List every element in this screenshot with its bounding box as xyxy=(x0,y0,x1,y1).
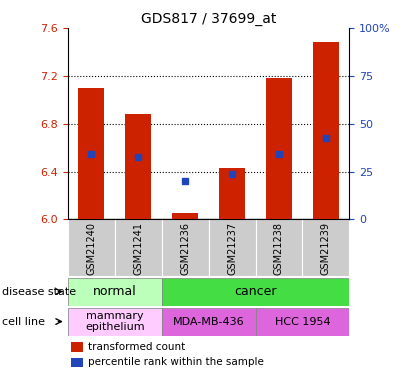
Text: transformed count: transformed count xyxy=(88,342,185,352)
Bar xyxy=(162,308,256,336)
Bar xyxy=(172,213,198,219)
Text: normal: normal xyxy=(93,285,136,298)
Text: GSM21239: GSM21239 xyxy=(321,222,331,275)
Bar xyxy=(219,168,245,219)
Text: GSM21236: GSM21236 xyxy=(180,222,190,275)
Bar xyxy=(115,219,162,276)
Bar xyxy=(302,219,349,276)
Bar xyxy=(162,278,349,306)
Bar xyxy=(68,278,162,306)
Text: percentile rank within the sample: percentile rank within the sample xyxy=(88,357,263,368)
Bar xyxy=(71,342,83,352)
Text: GSM21238: GSM21238 xyxy=(274,222,284,275)
Bar xyxy=(71,358,83,367)
Bar xyxy=(266,78,292,219)
Text: GSM21241: GSM21241 xyxy=(133,222,143,275)
Text: GSM21240: GSM21240 xyxy=(86,222,96,275)
Text: HCC 1954: HCC 1954 xyxy=(275,316,330,327)
Bar xyxy=(256,308,349,336)
Title: GDS817 / 37699_at: GDS817 / 37699_at xyxy=(141,12,276,26)
Text: GSM21237: GSM21237 xyxy=(227,222,237,275)
Text: cell line: cell line xyxy=(2,316,45,327)
Text: MDA-MB-436: MDA-MB-436 xyxy=(173,316,245,327)
Bar xyxy=(68,308,162,336)
Text: cancer: cancer xyxy=(234,285,277,298)
Bar xyxy=(68,219,115,276)
Text: mammary
epithelium: mammary epithelium xyxy=(85,311,145,332)
Bar xyxy=(125,114,151,219)
Bar xyxy=(313,42,339,219)
Bar xyxy=(162,219,209,276)
Bar xyxy=(79,88,104,219)
Text: disease state: disease state xyxy=(2,286,76,297)
Bar xyxy=(256,219,302,276)
Bar xyxy=(209,219,256,276)
